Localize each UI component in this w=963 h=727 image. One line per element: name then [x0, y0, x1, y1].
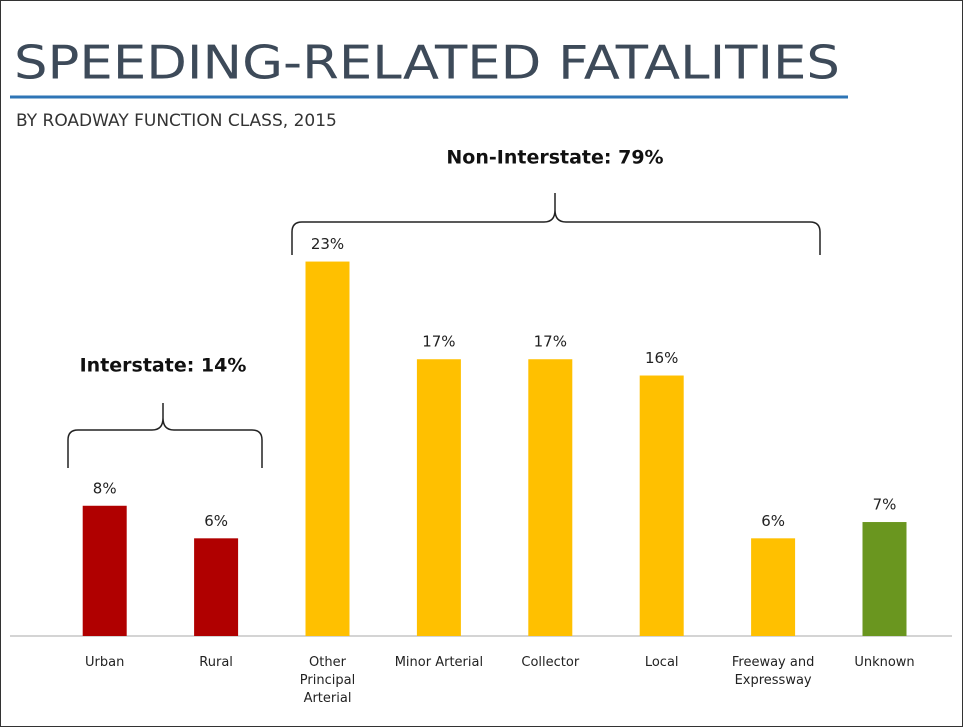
bar	[305, 261, 350, 636]
bracket	[291, 193, 821, 255]
x-tick-label: Unknown	[854, 655, 915, 670]
bar	[751, 538, 796, 636]
bar	[82, 505, 127, 636]
chart-title: SPEEDING-RELATED FATALITIES	[14, 36, 840, 90]
data-label: 7%	[873, 496, 897, 514]
bar	[416, 359, 461, 636]
annotation: Interstate: 14%	[80, 355, 247, 377]
x-tick-label: Other Principal Arterial	[299, 655, 356, 706]
bar	[528, 359, 573, 636]
chart-subtitle: BY ROADWAY FUNCTION CLASS, 2015	[16, 111, 337, 131]
x-tick-label: Urban	[85, 655, 125, 670]
data-label: 6%	[204, 512, 228, 530]
annotation: Non-Interstate: 79%	[446, 147, 663, 169]
x-tick-label: Collector	[521, 655, 580, 670]
x-tick-label: Local	[644, 655, 679, 670]
x-tick-label: Freeway and Expressway	[731, 655, 815, 688]
data-label: 16%	[645, 349, 678, 367]
data-label: 6%	[761, 512, 785, 530]
bar	[639, 375, 684, 636]
x-tick-label: Minor Arterial	[394, 655, 484, 670]
x-tick-label: Rural	[199, 655, 233, 670]
data-label: 23%	[311, 235, 344, 253]
bar	[862, 522, 907, 636]
data-label: 17%	[534, 333, 567, 351]
bracket	[67, 403, 263, 468]
bar	[194, 538, 239, 636]
data-label: 17%	[422, 333, 455, 351]
data-label: 8%	[93, 479, 117, 497]
